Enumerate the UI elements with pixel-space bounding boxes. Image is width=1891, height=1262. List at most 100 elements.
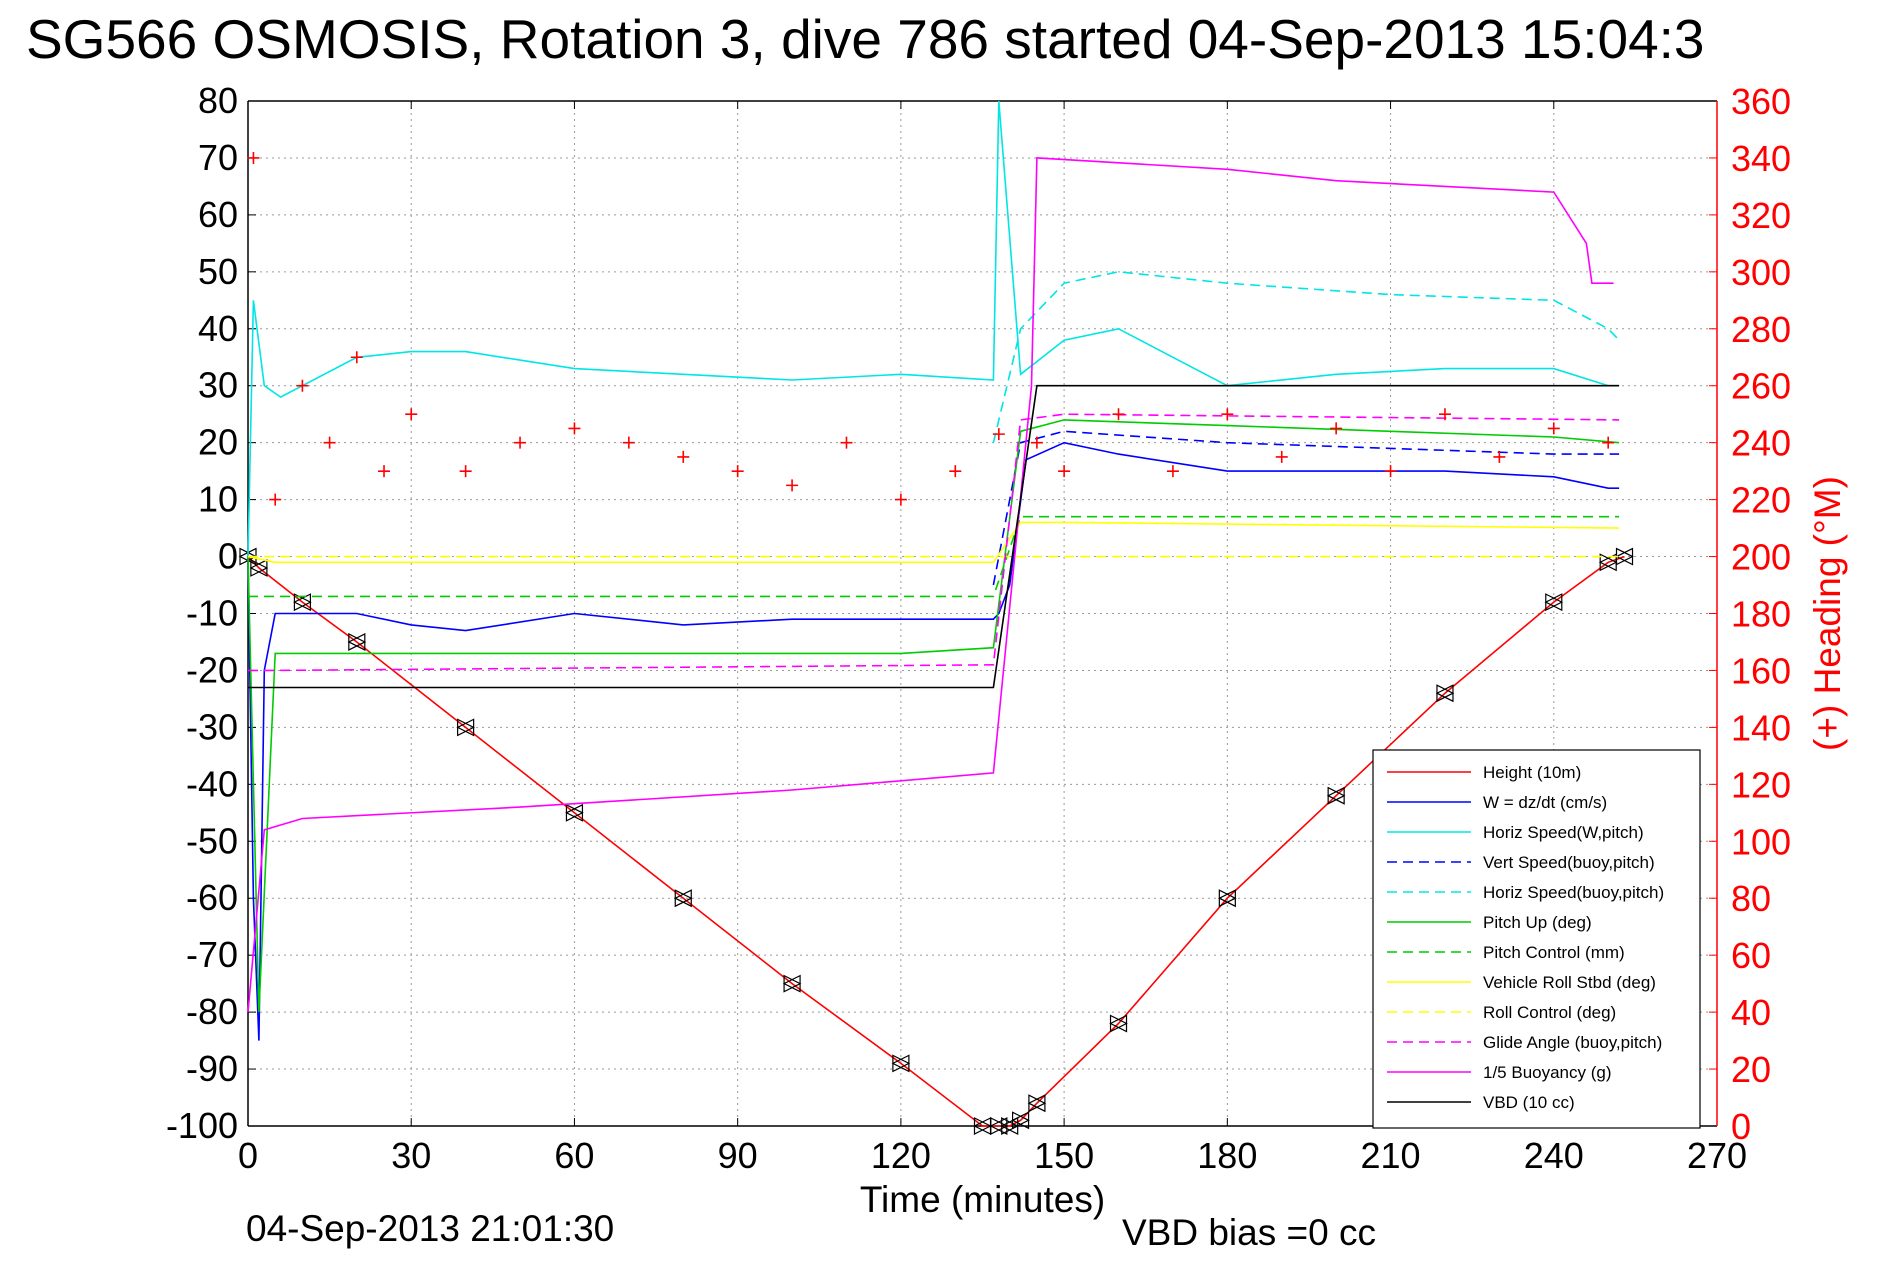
x-tick-label: 270 <box>1687 1135 1747 1176</box>
heading-marker <box>1030 436 1043 449</box>
y2-tick-label: 340 <box>1731 138 1791 179</box>
heading-marker <box>1547 422 1560 435</box>
height-marker <box>456 718 475 737</box>
y2-tick-label: 240 <box>1731 423 1791 464</box>
heading-marker <box>1438 408 1451 421</box>
heading-marker <box>1330 422 1343 435</box>
legend-label: Pitch Up (deg) <box>1483 913 1592 932</box>
heading-marker <box>840 436 853 449</box>
height-marker <box>782 974 802 993</box>
y2-tick-label: 120 <box>1731 764 1791 805</box>
y-tick-label: -100 <box>166 1105 238 1146</box>
y-tick-label: 40 <box>198 308 238 349</box>
y-tick-label: -40 <box>186 763 238 804</box>
heading-marker <box>350 351 363 364</box>
heading-marker <box>786 479 799 492</box>
heading-marker <box>1058 465 1071 478</box>
y-tick-label: 50 <box>198 251 238 292</box>
x-tick-label: 210 <box>1361 1135 1421 1176</box>
series-line-w-dz-dt-cm-s <box>247 441 1620 1041</box>
heading-marker <box>1166 465 1179 478</box>
height-marker <box>891 1054 911 1073</box>
y-tick-label: -90 <box>186 1048 238 1089</box>
y-tick-label: 20 <box>198 422 238 463</box>
x-tick-label: 120 <box>871 1135 931 1176</box>
height-marker <box>293 593 312 612</box>
footer-vbd-bias: VBD bias =0 cc <box>1122 1212 1376 1253</box>
series-line-horiz-speed-buoy-pitch <box>992 270 1620 443</box>
heading-marker <box>1112 408 1125 421</box>
y2-tick-label: 80 <box>1731 878 1771 919</box>
heading-marker <box>894 493 907 506</box>
heading-marker <box>949 465 962 478</box>
footer-date: 04-Sep-2013 21:01:30 <box>246 1208 615 1249</box>
x-tick-label: 30 <box>391 1135 431 1176</box>
heading-marker <box>1221 408 1234 421</box>
heading-marker <box>1493 450 1506 463</box>
y-tick-label: 30 <box>198 365 238 406</box>
x-tick-label: 0 <box>238 1135 258 1176</box>
x-tick-label: 240 <box>1524 1135 1584 1176</box>
height-marker <box>1217 889 1237 908</box>
heading-marker <box>568 422 581 435</box>
heading-marker <box>1384 465 1397 478</box>
series-line-pitch-up-deg <box>247 419 1620 1013</box>
height-marker <box>1326 786 1346 805</box>
series-line-vert-speed-buoy-pitch <box>992 430 1620 586</box>
legend-label: VBD (10 cc) <box>1483 1093 1575 1112</box>
legend-label: Height (10m) <box>1483 763 1581 782</box>
legend-label: W = dz/dt (cm/s) <box>1483 793 1607 812</box>
legend-label: Glide Angle (buoy,pitch) <box>1483 1033 1662 1052</box>
height-marker <box>1027 1094 1047 1113</box>
series-line-height-10m <box>247 555 1625 1127</box>
legend-label: Vehicle Roll Stbd (deg) <box>1483 973 1656 992</box>
legend-label: 1/5 Buoyancy (g) <box>1483 1063 1612 1082</box>
y-tick-label: 10 <box>198 479 238 520</box>
y2-tick-label: 20 <box>1731 1049 1771 1090</box>
heading-marker <box>323 436 336 449</box>
legend-box <box>1372 749 1701 1129</box>
y2-tick-label: 220 <box>1731 480 1791 521</box>
y-tick-label: 60 <box>198 194 238 235</box>
height-marker <box>1435 684 1455 703</box>
y2-tick-label: 60 <box>1731 935 1771 976</box>
y-tick-label: -80 <box>186 991 238 1032</box>
series-line-glide-angle-buoy-pitch <box>248 413 1620 672</box>
y-tick-label: -30 <box>186 706 238 747</box>
height-marker <box>249 558 269 577</box>
y2-tick-label: 280 <box>1731 309 1791 350</box>
heading-marker <box>622 436 635 449</box>
x-tick-label: 180 <box>1197 1135 1257 1176</box>
series-line-1-5-buoyancy-g <box>247 157 1614 1013</box>
x-tick-label: 90 <box>718 1135 758 1176</box>
heading-marker <box>459 465 472 478</box>
y2-tick-label: 320 <box>1731 195 1791 236</box>
heading-marker <box>269 493 282 506</box>
heading-marker <box>1275 450 1288 463</box>
height-marker <box>1011 1111 1030 1130</box>
heading-marker <box>378 465 391 478</box>
heading-marker <box>514 436 527 449</box>
legend-label: Vert Speed(buoy,pitch) <box>1483 853 1655 872</box>
y-tick-label: 70 <box>198 137 238 178</box>
y-tick-label: -60 <box>186 877 238 918</box>
heading-marker <box>731 465 744 478</box>
legend-label: Horiz Speed(buoy,pitch) <box>1483 883 1664 902</box>
y2-axis-label: (+) Heading (°M) <box>1807 476 1848 751</box>
height-marker <box>565 803 584 822</box>
height-marker <box>989 1117 1009 1135</box>
heading-marker <box>296 379 309 392</box>
page-title: SG566 OSMOSIS, Rotation 3, dive 786 star… <box>26 8 1705 70</box>
legend-label: Pitch Control (mm) <box>1483 943 1625 962</box>
x-axis-label: Time (minutes) <box>860 1179 1105 1220</box>
y2-tick-label: 0 <box>1731 1106 1751 1147</box>
y-tick-label: -70 <box>186 934 238 975</box>
x-tick-label: 150 <box>1034 1135 1094 1176</box>
y-tick-label: 80 <box>198 80 238 121</box>
y2-tick-label: 200 <box>1731 537 1791 578</box>
y2-tick-label: 180 <box>1731 594 1791 635</box>
height-marker <box>347 633 367 651</box>
y2-tick-label: 40 <box>1731 992 1771 1033</box>
y-tick-label: -20 <box>186 649 238 690</box>
